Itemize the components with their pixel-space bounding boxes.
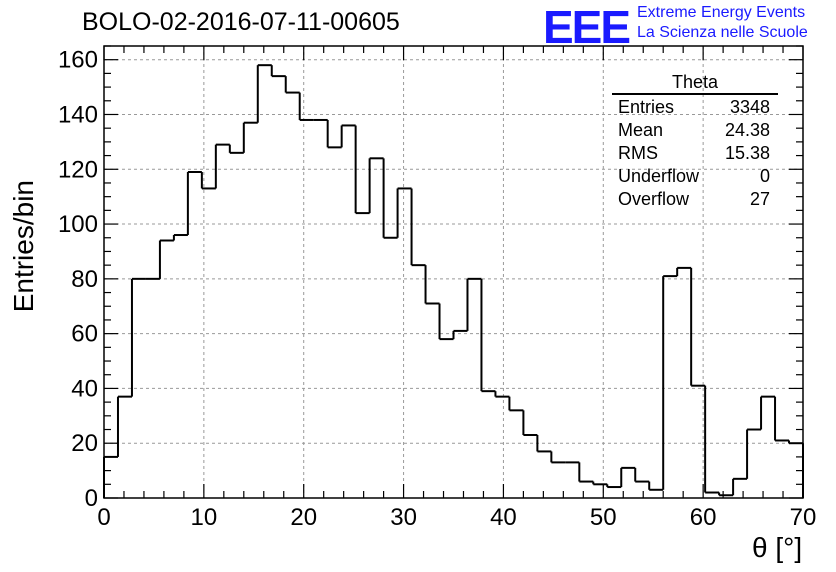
y-tick-label: 160 (58, 47, 98, 74)
plot-frame (103, 45, 804, 499)
y-tick-label: 20 (71, 430, 98, 457)
stats-label: Overflow (618, 189, 690, 209)
x-tick-label: 0 (97, 504, 110, 531)
y-tick-label: 100 (58, 211, 98, 238)
logo-line-1: Extreme Energy Events (637, 4, 806, 21)
x-tick-label: 10 (191, 504, 218, 531)
x-tick-label: 40 (490, 504, 517, 531)
x-tick-label: 50 (590, 504, 617, 531)
stats-value: 3348 (729, 97, 770, 117)
stats-label: Mean (618, 120, 664, 140)
x-tick-label: 70 (790, 504, 817, 531)
stats-box: Theta Entries 3348 Mean 24.38 RMS 15.38 … (612, 72, 778, 211)
x-tick-label: 30 (390, 504, 417, 531)
x-tick-label: 60 (690, 504, 717, 531)
stats-row: RMS 15.38 (612, 142, 778, 165)
y-tick-label: 120 (58, 156, 98, 183)
stats-row: Underflow 0 (612, 165, 778, 188)
stats-row: Entries 3348 (612, 96, 778, 119)
stats-value: 15.38 (724, 143, 770, 163)
stats-row: Mean 24.38 (612, 119, 778, 142)
y-axis-label: Entries/bin (8, 180, 39, 313)
stats-label: Underflow (618, 166, 700, 186)
y-tick-label: 0 (85, 485, 98, 512)
stats-value: 0 (759, 166, 770, 186)
stats-label: Entries (618, 97, 675, 117)
chart-title: BOLO-02-2016-07-11-00605 (82, 8, 400, 36)
stats-value: 27 (749, 189, 770, 209)
y-tick-label: 60 (71, 321, 98, 348)
stats-title: Theta (612, 72, 778, 95)
eee-logo: EEE (543, 1, 631, 53)
stats-value: 24.38 (724, 120, 770, 140)
x-tick-label: 20 (290, 504, 317, 531)
y-tick-label: 40 (71, 375, 98, 402)
x-axis-label: θ [°] (752, 532, 803, 563)
y-tick-label: 140 (58, 101, 98, 128)
y-tick-label: 80 (71, 266, 98, 293)
stats-label: RMS (618, 143, 658, 163)
logo-line-2: La Scienza nelle Scuole (637, 24, 808, 41)
stats-row: Overflow 27 (612, 188, 778, 211)
